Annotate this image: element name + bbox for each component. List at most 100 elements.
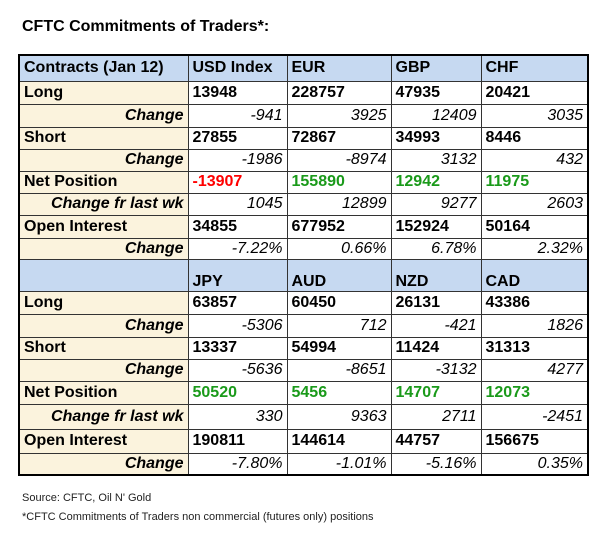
cell-value: 0.35% [480, 452, 589, 476]
cell-value: 712 [286, 313, 392, 338]
row-label: Change [18, 313, 189, 338]
cell-value: -7.80% [187, 452, 288, 476]
table-row: Short 13337 54994 11424 31313 [18, 336, 589, 360]
cell-value: 152924 [390, 214, 482, 239]
header-row: Contracts (Jan 12) USD Index EUR GBP CHF [18, 54, 589, 82]
cell-value: 13948 [187, 80, 288, 105]
cell-value: 6.78% [390, 237, 482, 260]
cell-value: 27855 [187, 126, 288, 150]
table-row: Change -7.22% 0.66% 6.78% 2.32% [18, 237, 589, 260]
cell-value: 156675 [480, 428, 589, 454]
row-label: Net Position [18, 170, 189, 194]
row-label: Change [18, 237, 189, 260]
table-row: Long 13948 228757 47935 20421 [18, 80, 589, 105]
cell-value: 1045 [187, 192, 288, 216]
cell-value: 12942 [390, 170, 482, 194]
table-row: Change -941 3925 12409 3035 [18, 103, 589, 128]
cell-value: 63857 [187, 290, 288, 315]
row-label: Long [18, 290, 189, 315]
cell-value: 5456 [286, 380, 392, 405]
table-row: Change -5636 -8651 -3132 4277 [18, 358, 589, 382]
row-label: Change fr last wk [18, 192, 189, 216]
row-label: Change [18, 358, 189, 382]
table-row: Change -7.80% -1.01% -5.16% 0.35% [18, 452, 589, 476]
cell-value: 330 [187, 403, 288, 430]
table-row: Long 63857 60450 26131 43386 [18, 290, 589, 315]
header-label: Contracts (Jan 12) [18, 54, 189, 82]
cell-value: 3132 [390, 148, 482, 172]
table-row: Open Interest 34855 677952 152924 50164 [18, 214, 589, 239]
cell-value: 34993 [390, 126, 482, 150]
header-row: JPY AUD NZD CAD [18, 258, 589, 292]
cell-value: 8446 [480, 126, 589, 150]
table-row: Net Position 50520 5456 14707 12073 [18, 380, 589, 405]
row-label: Change fr last wk [18, 403, 189, 430]
cell-value: -941 [187, 103, 288, 128]
cell-value: 144614 [286, 428, 392, 454]
cell-value: 12409 [390, 103, 482, 128]
cell-value: 155890 [286, 170, 392, 194]
table-row: Change -5306 712 -421 1826 [18, 313, 589, 338]
table-row: Short 27855 72867 34993 8446 [18, 126, 589, 150]
cell-value: 11424 [390, 336, 482, 360]
table-row: Net Position -13907 155890 12942 11975 [18, 170, 589, 194]
column-header: CHF [480, 54, 589, 82]
cell-value: 1826 [480, 313, 589, 338]
column-header: AUD [286, 258, 392, 292]
cell-value: -5636 [187, 358, 288, 382]
cell-value: 677952 [286, 214, 392, 239]
row-label: Short [18, 336, 189, 360]
cell-value: -2451 [480, 403, 589, 430]
cell-value: 0.66% [286, 237, 392, 260]
cell-value: -3132 [390, 358, 482, 382]
cell-value: 2.32% [480, 237, 589, 260]
row-label: Change [18, 103, 189, 128]
page-title: CFTC Commitments of Traders*: [22, 18, 270, 35]
cell-value: -1.01% [286, 452, 392, 476]
cell-value: -13907 [187, 170, 288, 194]
row-label: Change [18, 148, 189, 172]
cell-value: 4277 [480, 358, 589, 382]
column-header: EUR [286, 54, 392, 82]
cot-table: Contracts (Jan 12) USD Index EUR GBP CHF Long… [18, 54, 589, 476]
cell-value: 72867 [286, 126, 392, 150]
cell-value: 50164 [480, 214, 589, 239]
cell-value: 228757 [286, 80, 392, 105]
cell-value: 43386 [480, 290, 589, 315]
footnote: *CFTC Commitments of Traders non commerc… [22, 511, 374, 523]
column-header: USD Index [187, 54, 288, 82]
cell-value: 12073 [480, 380, 589, 405]
row-label: Short [18, 126, 189, 150]
cell-value: 9363 [286, 403, 392, 430]
column-header: JPY [187, 258, 288, 292]
table-row: Change fr last wk 330 9363 2711 -2451 [18, 403, 589, 430]
cell-value: 44757 [390, 428, 482, 454]
cell-value: 12899 [286, 192, 392, 216]
cell-value: -7.22% [187, 237, 288, 260]
cell-value: 2711 [390, 403, 482, 430]
cell-value: 47935 [390, 80, 482, 105]
row-label: Net Position [18, 380, 189, 405]
column-header: GBP [390, 54, 482, 82]
column-header: NZD [390, 258, 482, 292]
cell-value: -5306 [187, 313, 288, 338]
cell-value: 60450 [286, 290, 392, 315]
row-label: Long [18, 80, 189, 105]
cell-value: 2603 [480, 192, 589, 216]
cell-value: -1986 [187, 148, 288, 172]
cell-value: 3925 [286, 103, 392, 128]
table-row: Open Interest 190811 144614 44757 156675 [18, 428, 589, 454]
row-label: Open Interest [18, 428, 189, 454]
row-label: Change [18, 452, 189, 476]
cell-value: 190811 [187, 428, 288, 454]
source-note: Source: CFTC, Oil N' Gold [22, 492, 152, 504]
cell-value: 54994 [286, 336, 392, 360]
cell-value: 9277 [390, 192, 482, 216]
cell-value: 50520 [187, 380, 288, 405]
cell-value: 432 [480, 148, 589, 172]
cell-value: 26131 [390, 290, 482, 315]
cell-value: 3035 [480, 103, 589, 128]
cell-value: -421 [390, 313, 482, 338]
table-row: Change -1986 -8974 3132 432 [18, 148, 589, 172]
cell-value: -8974 [286, 148, 392, 172]
